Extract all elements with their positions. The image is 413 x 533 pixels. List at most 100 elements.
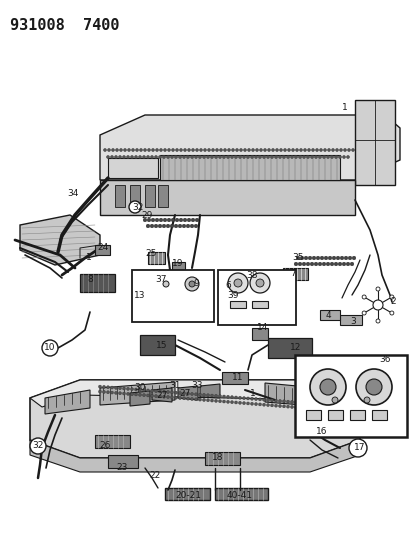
Circle shape [349, 262, 353, 266]
Circle shape [242, 397, 245, 400]
Circle shape [234, 156, 237, 158]
Circle shape [266, 399, 269, 401]
Circle shape [198, 398, 201, 401]
Circle shape [190, 156, 193, 158]
Circle shape [275, 149, 278, 151]
Circle shape [107, 149, 110, 151]
Circle shape [297, 262, 301, 266]
Circle shape [42, 340, 58, 356]
Circle shape [222, 400, 225, 403]
Text: 7: 7 [290, 269, 295, 278]
Circle shape [342, 156, 345, 158]
Circle shape [327, 149, 330, 151]
Text: 4: 4 [324, 311, 330, 320]
Polygon shape [264, 383, 339, 408]
Circle shape [134, 388, 137, 391]
Text: 1: 1 [341, 103, 347, 112]
Circle shape [258, 156, 261, 158]
Circle shape [290, 156, 293, 158]
Circle shape [274, 156, 277, 158]
Circle shape [243, 149, 246, 151]
Polygon shape [95, 245, 110, 255]
Text: 6: 6 [225, 280, 230, 289]
Circle shape [183, 218, 186, 222]
Circle shape [154, 390, 157, 393]
Circle shape [345, 262, 349, 266]
Circle shape [242, 402, 245, 405]
Polygon shape [45, 390, 90, 414]
Circle shape [218, 400, 221, 403]
Text: 8: 8 [87, 276, 93, 285]
Circle shape [223, 149, 226, 151]
Polygon shape [199, 384, 219, 398]
Polygon shape [178, 386, 197, 400]
Circle shape [178, 224, 181, 228]
Circle shape [294, 406, 297, 409]
Circle shape [143, 149, 146, 151]
Circle shape [326, 156, 329, 158]
Circle shape [186, 397, 189, 400]
Circle shape [238, 397, 241, 399]
Polygon shape [108, 455, 138, 468]
Circle shape [262, 403, 265, 406]
Circle shape [122, 387, 125, 390]
Circle shape [178, 156, 181, 158]
Circle shape [126, 156, 129, 158]
Circle shape [279, 149, 282, 151]
Circle shape [162, 156, 165, 158]
Circle shape [163, 281, 169, 287]
Circle shape [198, 393, 201, 396]
Polygon shape [267, 338, 311, 358]
Circle shape [122, 392, 125, 395]
Circle shape [178, 397, 181, 400]
Text: 15: 15 [156, 342, 167, 351]
Circle shape [214, 399, 217, 402]
Circle shape [259, 149, 262, 151]
Circle shape [191, 218, 195, 222]
Polygon shape [214, 488, 267, 500]
Circle shape [111, 149, 114, 151]
Circle shape [167, 149, 170, 151]
Circle shape [189, 281, 195, 287]
Circle shape [206, 394, 209, 397]
Circle shape [290, 400, 293, 403]
Circle shape [222, 156, 225, 158]
Circle shape [163, 218, 166, 222]
Circle shape [131, 149, 134, 151]
Circle shape [134, 393, 137, 396]
Circle shape [150, 394, 153, 397]
Polygon shape [221, 372, 247, 384]
Circle shape [194, 224, 197, 228]
Circle shape [298, 156, 301, 158]
Circle shape [150, 156, 153, 158]
Polygon shape [230, 301, 245, 308]
Text: 16: 16 [316, 427, 327, 437]
Circle shape [343, 256, 347, 260]
Text: 22: 22 [149, 472, 160, 481]
Circle shape [250, 402, 253, 405]
Circle shape [138, 393, 141, 397]
Circle shape [313, 262, 317, 266]
Circle shape [286, 400, 289, 403]
Circle shape [158, 156, 161, 158]
Text: 36: 36 [378, 356, 390, 365]
Circle shape [294, 262, 297, 266]
Text: 18: 18 [212, 453, 223, 462]
Polygon shape [165, 488, 209, 500]
Circle shape [110, 391, 113, 394]
Circle shape [142, 393, 145, 397]
Bar [218, 270, 295, 325]
Circle shape [267, 149, 270, 151]
Text: 35: 35 [292, 253, 303, 262]
Circle shape [214, 156, 217, 158]
Circle shape [282, 156, 285, 158]
Circle shape [226, 400, 229, 403]
Circle shape [246, 156, 249, 158]
Bar [294, 355, 406, 437]
Circle shape [126, 387, 129, 390]
Circle shape [291, 149, 294, 151]
Circle shape [214, 394, 217, 398]
Text: 931008  7400: 931008 7400 [10, 18, 119, 33]
Bar [305, 410, 320, 420]
Circle shape [255, 149, 258, 151]
